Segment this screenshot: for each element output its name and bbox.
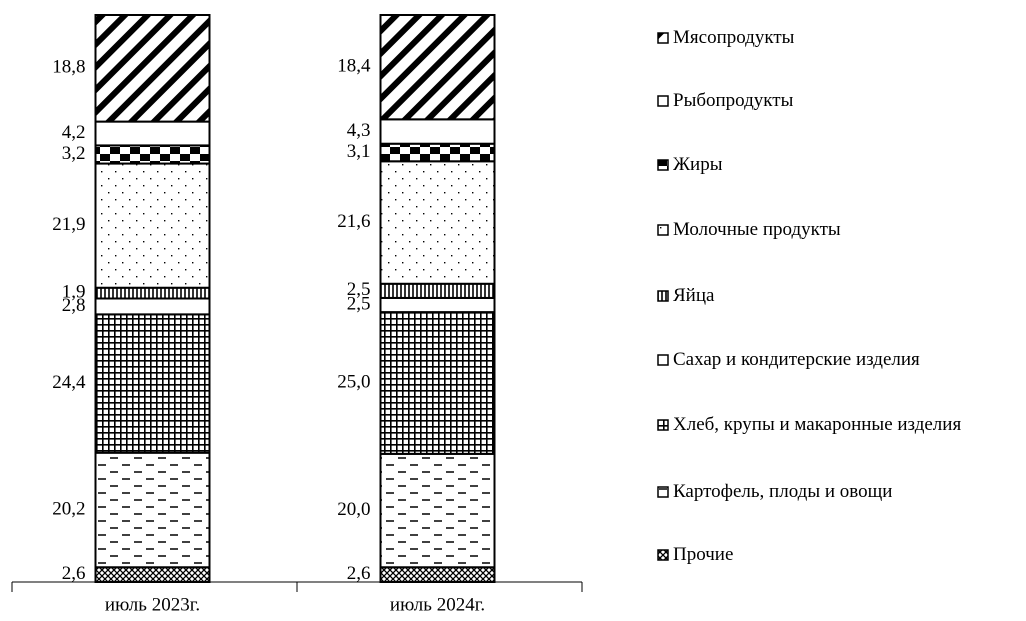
legend-item: Картофель, плоды и овощи (657, 480, 1023, 504)
chart: июль 2023г. 2,6 20,2 24,4 2,81,9 21,9 3,24,2 18… (11, 14, 583, 615)
bar-segment (94, 297, 211, 316)
legend-label: Яйца (673, 285, 715, 306)
legend-item: Рыбопродукты (657, 89, 1023, 113)
value-label: 2,6 (347, 563, 371, 584)
legend-swatch-box (657, 419, 669, 431)
legend-swatch (657, 549, 669, 561)
legend-label: Молочные продукты (673, 219, 841, 240)
legend-swatch-box (657, 32, 669, 44)
value-label: 18,8 (52, 57, 85, 78)
legend-swatch-box (657, 354, 669, 366)
legend-item: Прочие (657, 543, 1023, 567)
legend-swatch-box (657, 159, 669, 171)
legend-swatch (657, 290, 669, 302)
bar-segment (94, 14, 211, 123)
legend-swatch (657, 224, 669, 236)
bar-segment (379, 14, 496, 121)
value-label: 4,3 (347, 120, 371, 141)
value-label: 3,1 (347, 141, 371, 162)
legend-swatch (657, 354, 669, 366)
value-label: 2,8 (62, 295, 86, 316)
bar-segment (379, 142, 496, 163)
bar-segment (94, 144, 211, 165)
legend-item: Хлеб, крупы и макаронные изделия (657, 413, 1023, 437)
legend-swatch (657, 32, 669, 44)
legend-swatch (657, 419, 669, 431)
value-label: 2,5 (347, 279, 371, 300)
bar-segment (94, 120, 211, 147)
legend-swatch-box (657, 486, 669, 498)
legend-swatch-box (657, 549, 669, 561)
value-label: 25,0 (337, 371, 370, 392)
legend-item: Сахар и кондитерские изделия (657, 348, 1023, 372)
legend-label: Сахар и кондитерские изделия (673, 349, 920, 370)
legend-label: Прочие (673, 544, 734, 565)
legend-swatch (657, 159, 669, 171)
x-tick-label: июль 2024г. (390, 594, 485, 615)
legend-item: Яйца (657, 284, 1023, 308)
bar-segment (379, 452, 496, 569)
legend-swatch (657, 486, 669, 498)
value-label: 1,9 (62, 281, 86, 302)
bar-segment (379, 296, 496, 314)
value-label: 3,2 (62, 143, 86, 164)
value-label: 20,2 (52, 498, 85, 519)
bar-segment (379, 282, 496, 299)
legend-label: Хлеб, крупы и макаронные изделия (673, 414, 962, 435)
legend-swatch-box (657, 290, 669, 302)
legend-label: Жиры (673, 154, 723, 175)
bar-segment (379, 566, 496, 583)
bar-segment (94, 162, 211, 289)
legend-item: Жиры (657, 153, 1023, 177)
legend-swatch (657, 95, 669, 107)
bar-segment (94, 286, 211, 300)
legend-swatch-box (657, 95, 669, 107)
legend-item: Мясопродукты (657, 26, 1023, 50)
bar-segment (379, 311, 496, 455)
legend-label: Картофель, плоды и овощи (673, 481, 893, 502)
legend-item: Молочные продукты (657, 218, 1023, 242)
bar-segment (94, 313, 211, 454)
value-label: 2,5 (347, 293, 371, 314)
value-label: 2,6 (62, 563, 86, 584)
legend-label: Мясопродукты (673, 27, 795, 48)
value-label: 20,0 (337, 499, 370, 520)
bar-segment (94, 566, 211, 583)
value-label: 21,6 (337, 211, 370, 232)
legend-swatch-box (657, 224, 669, 236)
bar-segment (94, 451, 211, 569)
value-label: 18,4 (337, 56, 371, 77)
value-label: 4,2 (62, 122, 86, 143)
legend-label: Рыбопродукты (673, 90, 794, 111)
value-label: 21,9 (52, 214, 85, 235)
x-tick-label: июль 2023г. (105, 594, 200, 615)
bar-segment (379, 118, 496, 145)
bar-segment (379, 160, 496, 285)
value-label: 24,4 (52, 372, 86, 393)
